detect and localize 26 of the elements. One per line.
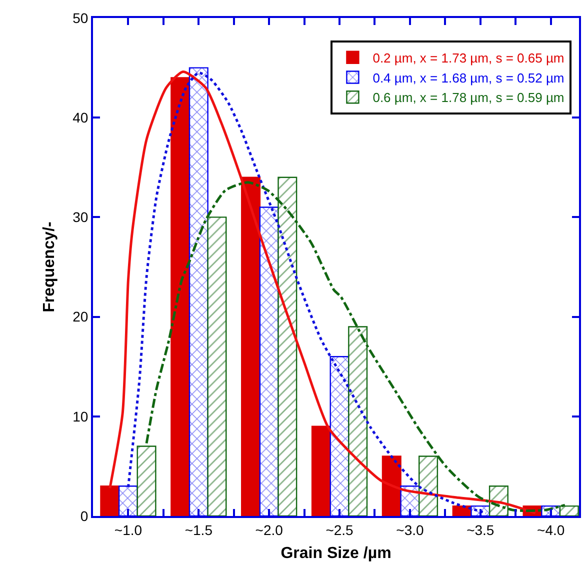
bar — [136, 446, 156, 516]
y-tick-label: 10 — [72, 408, 88, 424]
y-tick-label: 20 — [72, 308, 88, 325]
y-tick-label: 0 — [80, 508, 88, 524]
x-tick-label: ~2.5 — [326, 522, 354, 538]
bar — [311, 426, 331, 516]
y-tick-label: 50 — [72, 10, 88, 26]
text: 0.6 µm, x = 1.78 µm, s = 0.59 µm — [372, 90, 564, 106]
text: 0.4 µm, x = 1.68 µm, s = 0.52 µm — [372, 70, 564, 86]
y-tick-label: 40 — [72, 110, 88, 126]
legend-label: 0.2 µm, x = 1.73 µm, s = 0.65 µm — [372, 50, 564, 66]
bar — [188, 67, 208, 516]
bar — [170, 77, 190, 516]
y-tick-label: 30 — [72, 209, 88, 226]
x-axis-title: Grain Size /µm — [280, 545, 392, 562]
x-tick-label: ~1.5 — [184, 522, 213, 538]
y-axis-title: Frequency/- — [41, 222, 58, 312]
x-tick-label: ~1.0 — [114, 522, 142, 538]
x-tick-label: ~4.0 — [537, 522, 565, 538]
bar — [382, 456, 402, 516]
x-tick-label: ~3.0 — [396, 522, 424, 538]
bar — [100, 486, 120, 516]
bar — [241, 176, 261, 516]
x-tick-label: ~2.0 — [255, 522, 284, 538]
x-tick-label: ~3.5 — [466, 522, 494, 538]
bar — [118, 486, 138, 516]
